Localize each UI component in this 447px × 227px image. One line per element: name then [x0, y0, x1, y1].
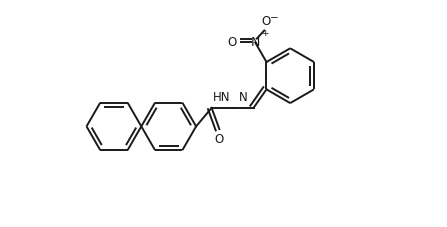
Text: −: − [270, 13, 279, 23]
Text: HN: HN [213, 91, 231, 104]
Text: N: N [239, 91, 248, 104]
Text: O: O [215, 133, 224, 146]
Text: O: O [227, 36, 236, 49]
Text: O: O [261, 15, 270, 28]
Text: +: + [261, 29, 269, 38]
Text: N: N [250, 36, 260, 49]
